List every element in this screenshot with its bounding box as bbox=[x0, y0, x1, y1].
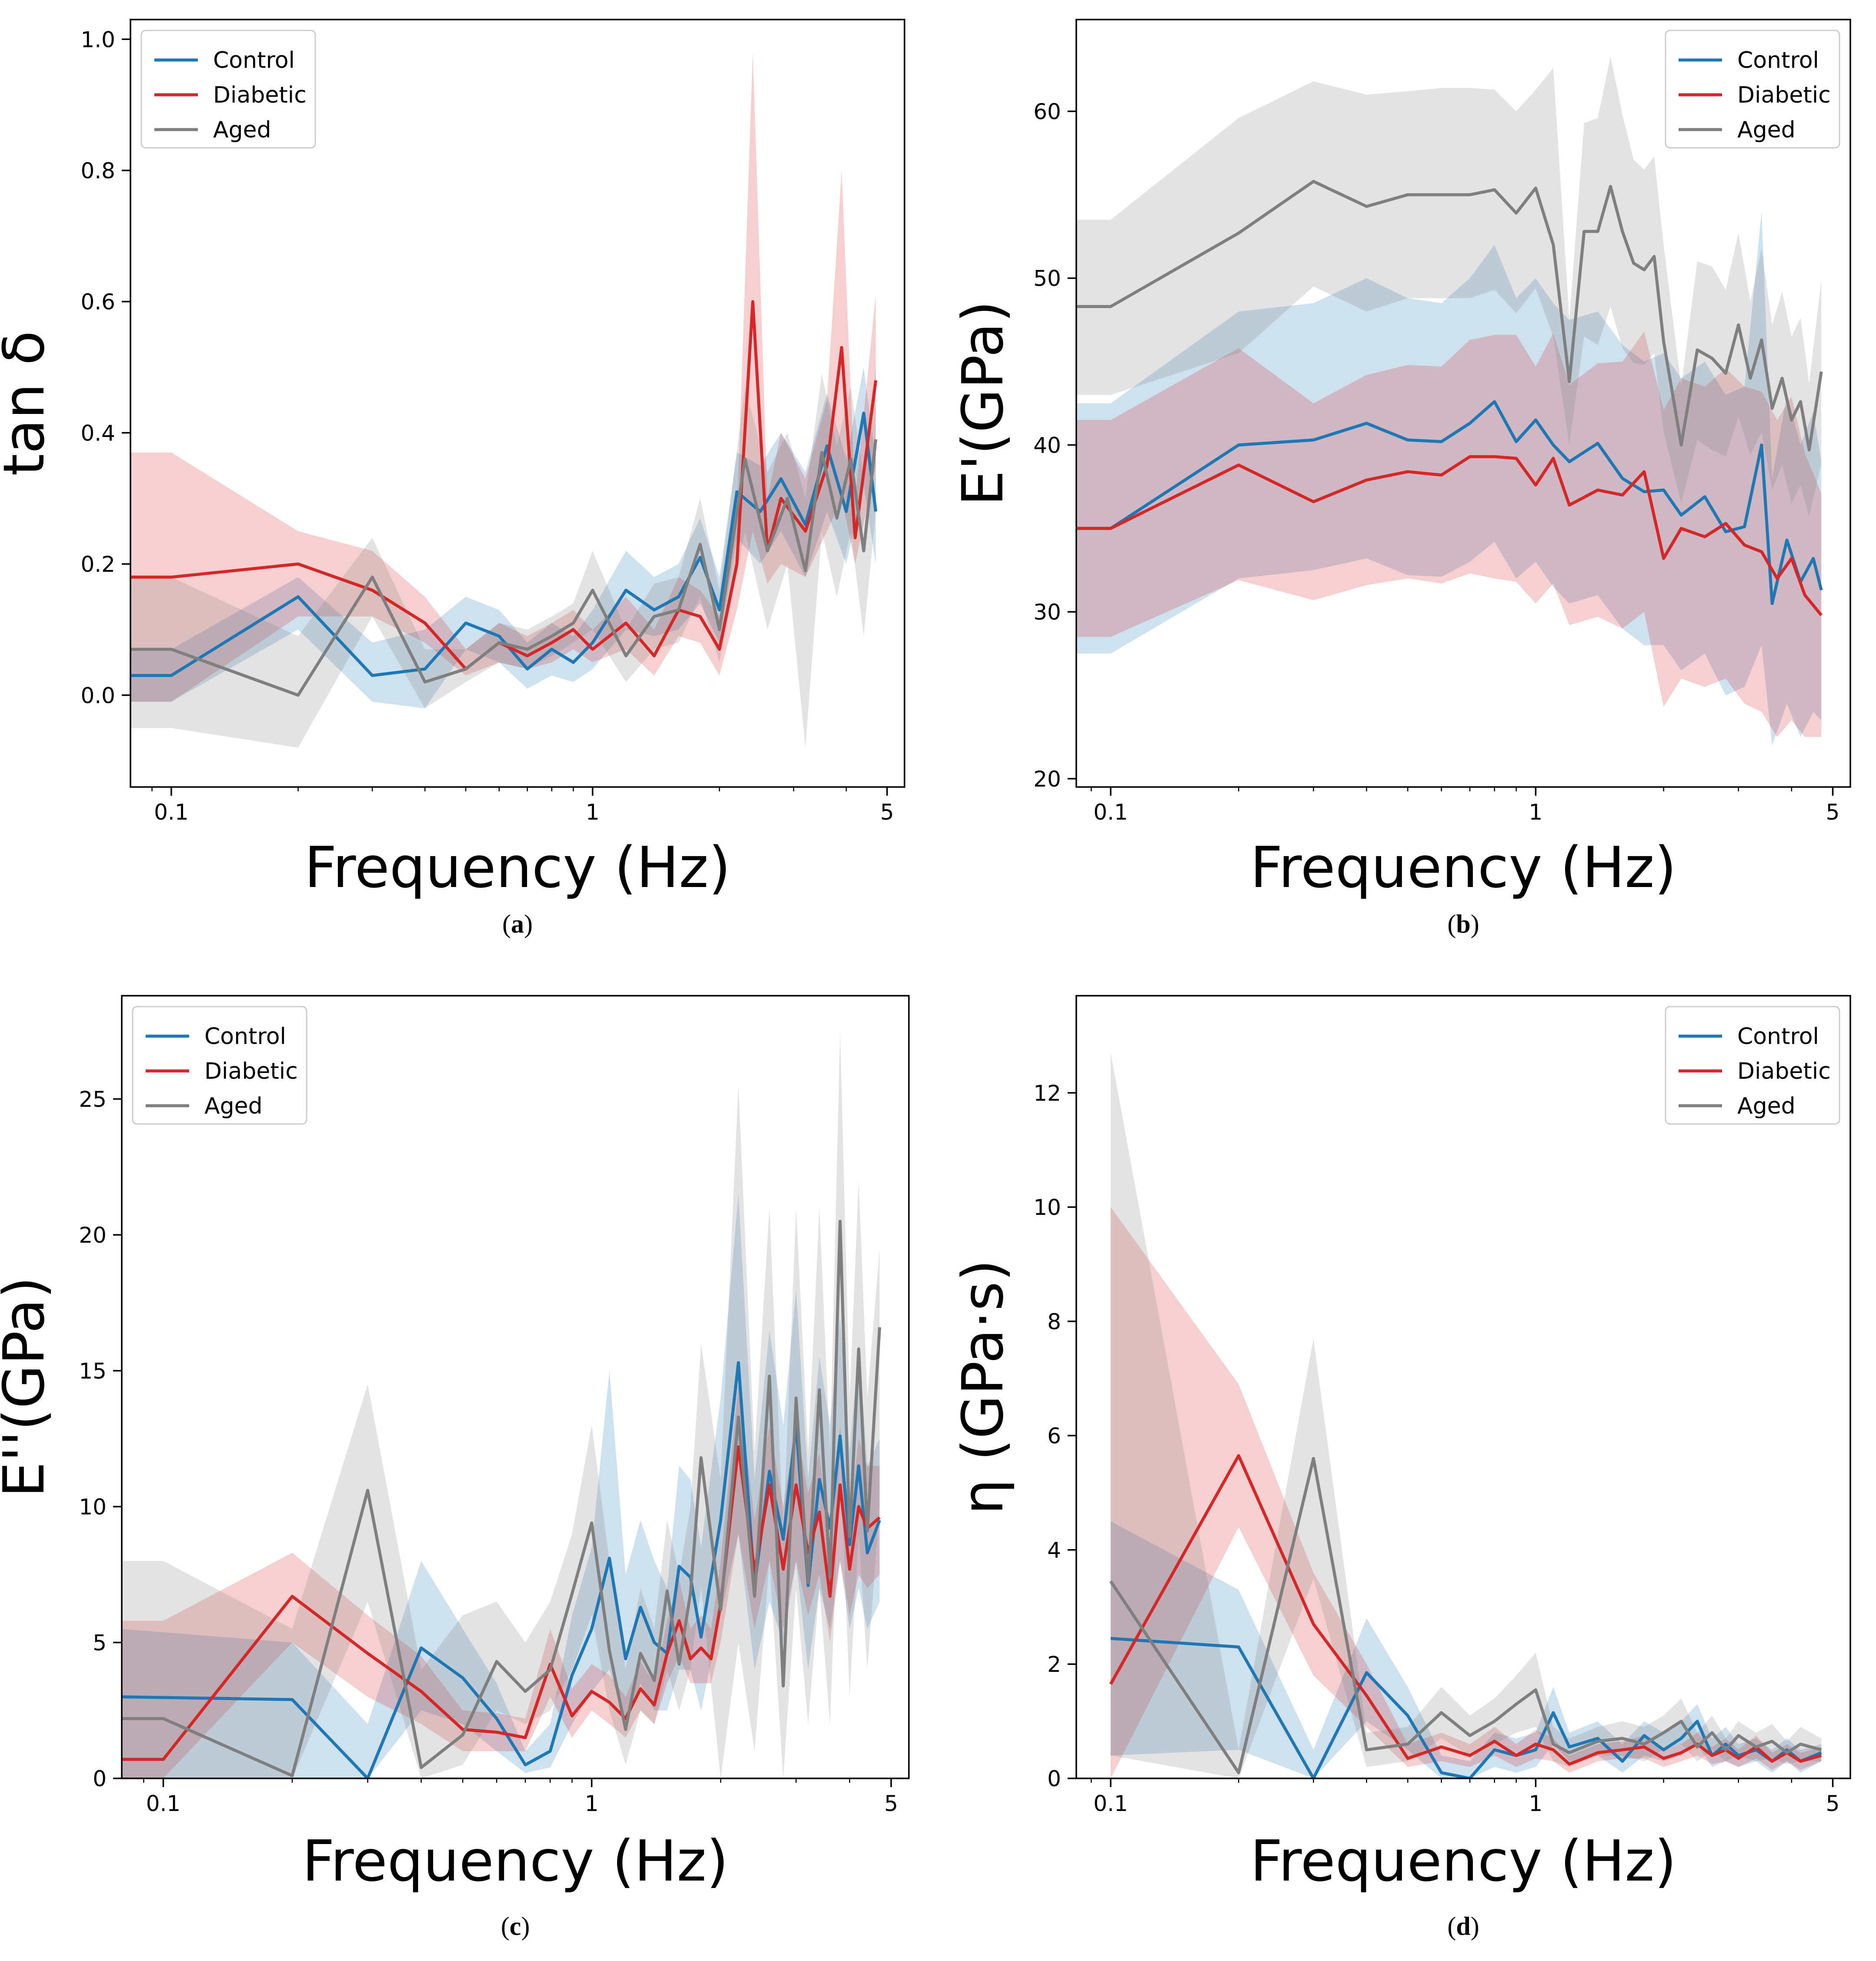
y-axis-title-c: E''(GPa) bbox=[0, 1277, 57, 1497]
legend-label-diabetic-d: Diabetic bbox=[1737, 1058, 1831, 1084]
line-diabetic-a bbox=[130, 300, 878, 670]
panel-a: 0.1 1 5 0.0 0.2 0.4 0.6 0.8 1.0 Frequency (Hz) tan… bbox=[0, 19, 905, 938]
x-tick-label-c: 5 bbox=[884, 1791, 898, 1816]
legend-label-control-d: Control bbox=[1737, 1024, 1819, 1050]
panel-b: 0.1 1 5 20 30 40 50 60 Frequency (Hz) E'(GPa) Cont… bbox=[950, 19, 1851, 938]
x-axis-title-b: Frequency (Hz) bbox=[1250, 834, 1676, 900]
legend-label-control-c: Control bbox=[204, 1024, 286, 1050]
line-diabetic-d bbox=[1109, 1454, 1822, 1766]
panel-caption-b: (b) bbox=[1447, 910, 1479, 938]
panel-d: 0.1 1 5 0 2 4 6 8 10 12 Frequency (Hz) η (GPa·s) Con… bbox=[950, 995, 1851, 1941]
legend-label-aged-a: Aged bbox=[213, 117, 271, 143]
y-tick-label-c: 15 bbox=[79, 1359, 107, 1384]
x-tick-label-a: 0.1 bbox=[154, 800, 189, 825]
axes-frame-a bbox=[130, 19, 905, 788]
axes-frame-c bbox=[121, 995, 910, 1779]
band-aged-a bbox=[130, 367, 876, 748]
y-tick-label-b: 60 bbox=[1033, 99, 1061, 124]
line-aged-d bbox=[1109, 1457, 1822, 1774]
band-control-a bbox=[130, 367, 876, 708]
y-axis-title-a: tan δ bbox=[0, 331, 57, 476]
y-tick-label-c: 5 bbox=[93, 1631, 107, 1656]
plot-area-d bbox=[1109, 1053, 1822, 1778]
y-tick-label-a: 1.0 bbox=[80, 27, 115, 52]
axes-frame-b bbox=[1075, 19, 1851, 788]
legend-d: Control Diabetic Aged bbox=[1665, 1006, 1840, 1125]
y-tick-label-a: 0.6 bbox=[80, 290, 115, 315]
band-control-c bbox=[122, 1194, 880, 1778]
x-axis-title-d: Frequency (Hz) bbox=[1250, 1828, 1676, 1894]
x-tick-label-b: 0.1 bbox=[1093, 800, 1128, 825]
legend-c: Control Diabetic Aged bbox=[132, 1006, 307, 1125]
band-aged-d bbox=[1111, 1053, 1822, 1778]
plot-area-b bbox=[1076, 56, 1823, 746]
y-tick-label-c: 25 bbox=[79, 1087, 107, 1112]
band-diabetic-d bbox=[1111, 1207, 1822, 1778]
y-tick-label-b: 20 bbox=[1033, 767, 1061, 792]
y-tick-label-c: 10 bbox=[79, 1494, 107, 1520]
legend-label-diabetic-a: Diabetic bbox=[213, 82, 307, 108]
legend-a: Control Diabetic Aged bbox=[140, 30, 316, 149]
plot-area-c bbox=[122, 1031, 881, 1778]
y-tick-label-d: 2 bbox=[1047, 1652, 1061, 1677]
line-aged-b bbox=[1076, 180, 1823, 452]
plot-area-a bbox=[130, 52, 878, 748]
y-tick-label-b: 50 bbox=[1033, 266, 1061, 291]
band-diabetic-a bbox=[130, 52, 876, 702]
axes-frame-d bbox=[1075, 995, 1851, 1779]
line-aged-a bbox=[130, 439, 878, 697]
x-axis-title-c: Frequency (Hz) bbox=[302, 1828, 728, 1894]
y-tick-label-c: 0 bbox=[93, 1766, 107, 1791]
x-tick-label-d: 5 bbox=[1826, 1791, 1840, 1816]
legend-label-diabetic-b: Diabetic bbox=[1737, 82, 1831, 108]
legend-label-aged-b: Aged bbox=[1737, 117, 1796, 143]
y-tick-label-d: 10 bbox=[1033, 1195, 1061, 1220]
x-tick-label-d: 0.1 bbox=[1093, 1791, 1128, 1816]
y-tick-label-a: 0.2 bbox=[80, 552, 115, 577]
x-tick-label-a: 5 bbox=[880, 800, 894, 825]
panel-caption-d: (d) bbox=[1447, 1912, 1479, 1941]
x-axis-title-a: Frequency (Hz) bbox=[304, 834, 731, 900]
x-tick-label-c: 1 bbox=[585, 1791, 599, 1816]
line-diabetic-c bbox=[122, 1445, 881, 1761]
line-control-a bbox=[130, 411, 878, 677]
y-tick-label-c: 20 bbox=[79, 1223, 107, 1248]
y-axis-title-d: η (GPa·s) bbox=[950, 1259, 1016, 1514]
y-tick-label-d: 6 bbox=[1047, 1424, 1061, 1449]
y-tick-label-a: 0.4 bbox=[80, 420, 115, 446]
y-axis-title-b: E'(GPa) bbox=[950, 300, 1016, 506]
y-tick-label-d: 0 bbox=[1047, 1766, 1061, 1791]
y-tick-label-a: 0.0 bbox=[80, 683, 115, 708]
x-tick-label-d: 1 bbox=[1529, 1791, 1543, 1816]
x-tick-label-a: 1 bbox=[586, 800, 600, 825]
x-tick-label-b: 1 bbox=[1529, 800, 1543, 825]
x-tick-label-c: 0.1 bbox=[146, 1791, 181, 1816]
band-control-d bbox=[1111, 1521, 1822, 1778]
legend-label-aged-c: Aged bbox=[204, 1093, 263, 1119]
y-tick-label-b: 30 bbox=[1033, 600, 1061, 625]
line-control-b bbox=[1076, 400, 1823, 605]
legend-label-control-b: Control bbox=[1737, 47, 1819, 73]
line-diabetic-b bbox=[1076, 455, 1823, 617]
legend-label-diabetic-c: Diabetic bbox=[204, 1058, 298, 1084]
legend-label-aged-d: Aged bbox=[1737, 1093, 1796, 1119]
y-tick-label-d: 8 bbox=[1047, 1309, 1061, 1334]
line-aged-c bbox=[122, 1220, 881, 1778]
band-aged-b bbox=[1076, 56, 1822, 517]
y-tick-label-a: 0.8 bbox=[80, 158, 115, 183]
y-tick-label-d: 4 bbox=[1047, 1537, 1061, 1563]
band-diabetic-c bbox=[122, 1384, 880, 1778]
y-tick-label-b: 40 bbox=[1033, 433, 1061, 458]
panel-caption-a: (a) bbox=[502, 910, 533, 938]
band-diabetic-b bbox=[1076, 331, 1822, 737]
legend-b: Control Diabetic Aged bbox=[1665, 30, 1840, 149]
x-tick-label-b: 5 bbox=[1826, 800, 1840, 825]
panel-caption-c: (c) bbox=[501, 1912, 530, 1941]
legend-label-control-a: Control bbox=[213, 47, 295, 73]
y-tick-label-d: 12 bbox=[1033, 1081, 1061, 1106]
band-control-b bbox=[1076, 211, 1822, 746]
